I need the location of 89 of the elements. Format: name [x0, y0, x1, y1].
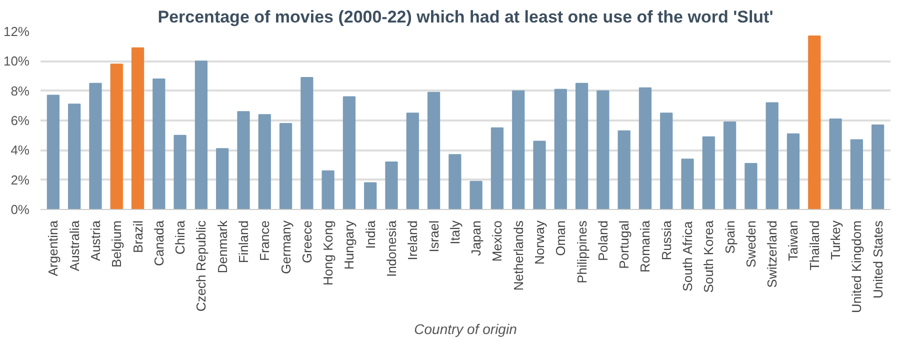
bar — [766, 102, 778, 210]
bar — [618, 130, 630, 210]
y-tick-label: 2% — [10, 172, 30, 188]
bar — [702, 136, 715, 210]
x-tick-label: Portugal — [616, 220, 632, 269]
x-tick-label: South Africa — [680, 220, 696, 292]
bar — [300, 76, 314, 210]
x-tick-label: Hong Kong — [320, 220, 336, 286]
x-tick-label: Thailand — [806, 220, 822, 270]
x-tick-label: United Kingdom — [849, 220, 864, 313]
bar — [364, 182, 377, 210]
y-tick-label: 12% — [3, 24, 30, 39]
x-tick-label: Ireland — [405, 220, 420, 260]
x-tick-label: Germany — [278, 220, 294, 274]
bar — [575, 82, 588, 210]
bar — [723, 121, 736, 210]
x-tick-label: Austria — [88, 220, 103, 261]
bar — [829, 118, 842, 210]
x-tick-label: India — [362, 220, 378, 249]
y-tick-label: 6% — [10, 113, 30, 128]
x-tick-label: Finland — [236, 220, 251, 264]
x-tick-label: Taiwan — [786, 220, 801, 261]
y-tick-label: 0% — [10, 202, 30, 217]
bar — [258, 114, 271, 210]
bar — [448, 154, 462, 210]
x-tick-label: Japan — [468, 220, 484, 256]
x-tick-label: Turkey — [828, 220, 844, 260]
bar — [46, 94, 60, 210]
bar — [660, 112, 673, 210]
bar — [174, 134, 186, 210]
y-tick-label: 4% — [10, 142, 30, 158]
y-tick-label: 8% — [10, 83, 30, 98]
bar — [638, 87, 652, 210]
x-tick-label: Switzerland — [764, 220, 780, 288]
x-tick-label: Belgium — [109, 220, 124, 268]
bar — [89, 82, 102, 210]
x-tick-label: Oman — [553, 220, 568, 256]
bar — [681, 158, 694, 210]
bar — [194, 60, 208, 210]
bar — [554, 88, 567, 210]
y-tick-label: 10% — [3, 54, 30, 69]
x-tick-label: Brazil — [130, 220, 146, 254]
x-tick-label: Netherlands — [510, 220, 526, 291]
bar — [322, 170, 334, 210]
bar — [110, 64, 123, 210]
bar — [872, 124, 884, 210]
bar — [152, 78, 166, 210]
x-tick-label: Italy — [447, 220, 462, 244]
bar — [279, 122, 292, 210]
bar — [490, 127, 504, 210]
x-tick-label: United States — [870, 220, 886, 299]
bar — [216, 148, 229, 210]
bar — [68, 104, 81, 210]
x-tick-label: Indonesia — [384, 220, 399, 277]
x-tick-label: France — [257, 220, 272, 261]
bar — [342, 96, 356, 210]
x-tick-label: South Korea — [701, 220, 716, 293]
x-tick-label: Czech Republic — [194, 220, 209, 312]
bar — [385, 162, 398, 210]
bar — [786, 133, 800, 210]
bar — [406, 112, 419, 210]
x-tick-label: Israel — [426, 220, 442, 252]
x-tick-label: Norway — [532, 220, 548, 265]
bar — [512, 90, 525, 210]
x-tick-label: Australia — [66, 220, 82, 272]
bar — [131, 47, 144, 210]
x-tick-label: Philippines — [574, 220, 590, 284]
x-axis-title: Country of origin — [414, 321, 518, 337]
x-tick-label: Poland — [595, 220, 610, 261]
bar — [596, 90, 610, 210]
x-tick-label: China — [172, 220, 188, 254]
chart-title: Percentage of movies (2000-22) which had at least one use of the word 'Slut' — [158, 8, 774, 26]
bar — [808, 35, 821, 210]
bar — [427, 92, 440, 210]
x-tick-label: Hungary — [342, 220, 357, 270]
x-tick-label: Greece — [299, 220, 314, 264]
bar — [237, 111, 250, 210]
x-tick-label: Argentina — [46, 220, 61, 276]
bar — [533, 140, 546, 210]
bar — [744, 163, 758, 210]
x-tick-label: Denmark — [214, 220, 230, 274]
x-tick-label: Canada — [151, 220, 166, 266]
x-tick-label: Sweden — [743, 220, 758, 268]
bar — [470, 180, 482, 210]
x-tick-label: Spain — [722, 220, 738, 254]
bar — [850, 139, 863, 210]
x-tick-label: Russia — [658, 220, 674, 260]
x-tick-label: Romania — [638, 220, 653, 273]
x-tick-label: Mexico — [490, 220, 505, 262]
